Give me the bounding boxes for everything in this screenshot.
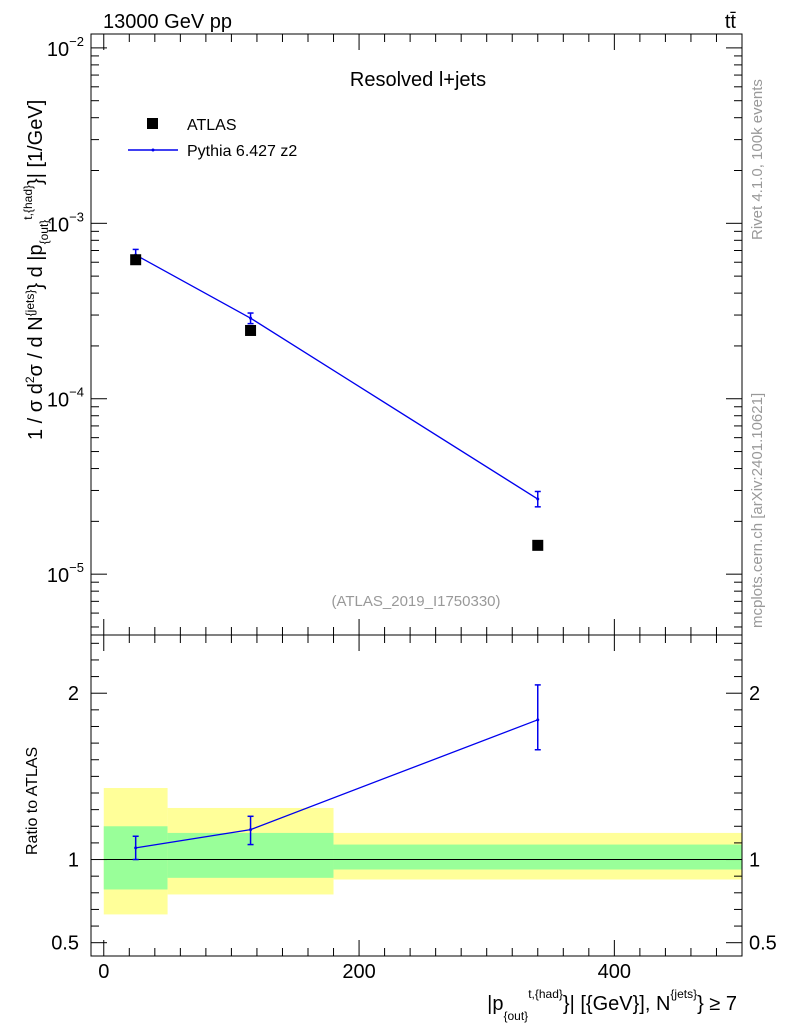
main-y-axis-label: 1 / σ d2σ / d N{jets}} d |p{out}t,{had}}… (21, 100, 51, 440)
analysis-watermark: (ATLAS_2019_I1750330) (331, 593, 500, 610)
header-process: 13000 GeV pp (103, 11, 232, 33)
legend-pythia-label: Pythia 6.427 z2 (187, 143, 297, 160)
ratio-pythia-point (249, 828, 253, 832)
ratio-plot-panel: 0.5 0.5 1 1 2 2 0 200 400 Ratio to ATLAS |p{out}… (24, 635, 777, 1023)
atlas-data-point (532, 539, 544, 551)
ratio-y-tick-label-right: 1 (749, 850, 760, 872)
ratio-y-axis-label: Ratio to ATLAS (24, 747, 41, 855)
ratio-y-tick-label-right: 2 (749, 683, 760, 705)
ratio-pythia-point (134, 846, 138, 850)
pythia-point (536, 497, 540, 501)
atlas-data-point (245, 324, 257, 336)
mcplots-label: mcplots.cern.ch [arXiv:2401.10621] (749, 393, 766, 628)
main-title: Resolved l+jets (350, 69, 486, 91)
main-y-tick-label: 10−2 (47, 34, 84, 61)
ratio-y-tick-label-right: 0.5 (749, 933, 777, 955)
atlas-data-point (130, 254, 142, 266)
ratio-frame (90, 634, 743, 957)
x-tick-label: 0 (98, 961, 109, 983)
ratio-y-tick-label-left: 2 (68, 683, 79, 705)
pythia-point (249, 316, 253, 320)
main-plot-panel: Resolved l+jets (ATLAS_2019_I1750330) AT… (21, 34, 743, 635)
ratio-uncertainty-band-stat (333, 844, 742, 870)
pythia-line (135, 254, 539, 500)
x-tick-label: 400 (598, 961, 631, 983)
main-y-tick-label: 10−4 (47, 385, 84, 412)
legend-atlas-label: ATLAS (187, 117, 237, 134)
main-y-tick-label: 10−5 (47, 560, 84, 587)
ratio-pythia-point (536, 718, 540, 722)
x-axis-label: |p{out}t,{had}}| [{GeV}], N{jets}} ≥ 7 (487, 987, 737, 1023)
legend-atlas-marker (147, 118, 158, 129)
rivet-label: Rivet 4.1.0, 100k events (749, 79, 766, 240)
legend-pythia-dot (151, 148, 155, 152)
main-y-tick-label: 10−3 (47, 209, 84, 236)
ratio-y-tick-label-left: 1 (68, 850, 79, 872)
header-ttbar: tt̄ (725, 11, 737, 33)
legend: ATLAS Pythia 6.427 z2 (128, 117, 297, 160)
ratio-y-tick-label-left: 0.5 (51, 933, 79, 955)
x-tick-label: 200 (342, 961, 375, 983)
